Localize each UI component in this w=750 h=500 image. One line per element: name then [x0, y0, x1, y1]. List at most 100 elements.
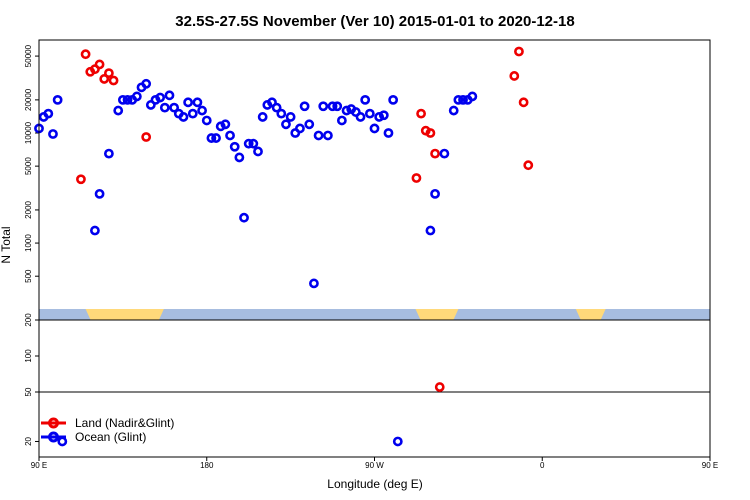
y-tick-label-upper-500: 500 — [24, 269, 33, 283]
ocean-point-7 — [94, 188, 105, 199]
ocean-point-31 — [215, 121, 226, 132]
y-tick-label-upper-1000: 1000 — [24, 234, 33, 252]
land-point-9 — [411, 173, 422, 183]
ocean-point-68 — [388, 94, 399, 105]
ocean-point-21 — [169, 102, 180, 113]
x-tick-label-3: 0 — [540, 461, 545, 470]
y-tick-label-middle-200: 200 — [24, 313, 33, 327]
land-point-8 — [141, 132, 152, 142]
land-point-18 — [523, 160, 534, 171]
y-tick-label-upper-2000: 2000 — [24, 200, 33, 218]
ocean-point-15 — [141, 78, 152, 89]
ocean-point-9 — [113, 105, 124, 116]
ocean-point-10 — [117, 94, 128, 105]
ocean-point-30 — [211, 133, 221, 143]
ocean-point-62 — [360, 94, 371, 105]
x-axis: 90 E 180 90 W 0 90 E — [31, 457, 718, 470]
land-point-0 — [76, 174, 86, 185]
ocean-point-54 — [323, 130, 333, 141]
y-axes: 500 1000 2000 5000 10000 20000 50000 50 100 200 20 — [24, 44, 39, 446]
ocean-point-46 — [285, 112, 296, 122]
ocean-point-3 — [48, 129, 58, 139]
ocean-point-6 — [90, 225, 100, 236]
ocean-point-37 — [243, 138, 254, 149]
ocean-point-57 — [336, 115, 347, 126]
ocean-point-65 — [374, 112, 385, 122]
legend-land-marker — [48, 417, 59, 429]
land-point-5 — [99, 74, 110, 84]
ocean-point-38 — [248, 138, 259, 149]
land-point-6 — [103, 68, 114, 79]
land-point-1 — [80, 49, 91, 60]
ocean-point-73 — [448, 105, 459, 116]
land-segment-0 — [85, 309, 164, 320]
land-point-12 — [425, 128, 436, 138]
ocean-point-36 — [239, 212, 249, 223]
ocean-point-32 — [220, 119, 231, 130]
ocean-point-55 — [327, 101, 338, 112]
ocean-point-2 — [43, 108, 54, 119]
ocean-point-33 — [225, 130, 235, 141]
ocean-point-24 — [183, 97, 194, 108]
ocean-point-5 — [57, 436, 68, 447]
land-point-16 — [514, 46, 524, 57]
chart-title: 32.5S-27.5S November (Ver 10) 2015-01-01… — [175, 13, 574, 30]
ocean-point-44 — [276, 108, 287, 119]
ocean-point-74 — [453, 94, 464, 105]
legend-land-label: Land (Nadir&Glint) — [75, 416, 174, 430]
land-segment-1 — [415, 309, 459, 320]
y-axis-label: N Total — [0, 226, 13, 263]
y-tick-label-middle-50: 50 — [24, 387, 33, 396]
panel-dividers — [39, 319, 710, 393]
ocean-point-49 — [299, 101, 310, 112]
ocean-point-29 — [206, 133, 217, 143]
data-points — [34, 46, 534, 447]
ocean-point-70 — [425, 225, 436, 236]
ocean-point-42 — [267, 97, 277, 108]
land-point-13 — [430, 148, 440, 159]
ocean-point-72 — [439, 148, 450, 159]
ocean-point-58 — [341, 105, 352, 116]
ocean-point-53 — [318, 101, 329, 112]
ocean-point-51 — [309, 278, 319, 289]
ocean-point-66 — [378, 110, 389, 121]
y-tick-label-middle-100: 100 — [24, 349, 33, 363]
ocean-point-34 — [229, 141, 240, 152]
ocean-point-50 — [304, 119, 315, 130]
x-tick-label-1: 180 — [200, 461, 214, 470]
land-point-14 — [434, 382, 445, 392]
ocean-point-13 — [131, 91, 142, 102]
ocean-point-4 — [52, 94, 63, 105]
ocean-point-56 — [332, 101, 343, 112]
y-tick-label-lower-20: 20 — [24, 436, 33, 445]
ocean-point-25 — [187, 108, 198, 119]
ocean-point-63 — [364, 108, 375, 119]
ocean-point-67 — [383, 128, 394, 138]
x-tick-label-0: 90 E — [31, 461, 47, 470]
ocean-point-64 — [369, 123, 380, 134]
ocean-point-75 — [458, 94, 468, 105]
y-tick-label-upper-10000: 10000 — [24, 121, 33, 144]
ocean-point-77 — [467, 91, 478, 102]
ocean-point-19 — [159, 102, 170, 113]
x-tick-label-4: 90 E — [702, 461, 718, 470]
ocean-point-26 — [192, 97, 203, 108]
land-point-7 — [108, 75, 119, 86]
ocean-point-43 — [271, 102, 282, 113]
land-point-15 — [509, 71, 520, 81]
y-tick-label-upper-50000: 50000 — [24, 44, 33, 67]
ocean-point-40 — [257, 112, 268, 122]
land-segment-2 — [575, 309, 606, 320]
ocean-point-18 — [155, 92, 166, 103]
ocean-point-69 — [392, 436, 403, 447]
legend-ocean-marker — [48, 431, 59, 443]
legend-entry-ocean: Ocean (Glint) — [41, 430, 146, 444]
ocean-point-35 — [234, 152, 245, 163]
legend: Land (Nadir&Glint) Ocean (Glint) — [41, 416, 174, 444]
x-tick-label-2: 90 W — [365, 461, 384, 470]
legend-entry-land: Land (Nadir&Glint) — [41, 416, 174, 430]
land-point-10 — [416, 108, 426, 119]
land-point-17 — [518, 97, 529, 108]
y-tick-label-upper-5000: 5000 — [24, 157, 33, 175]
